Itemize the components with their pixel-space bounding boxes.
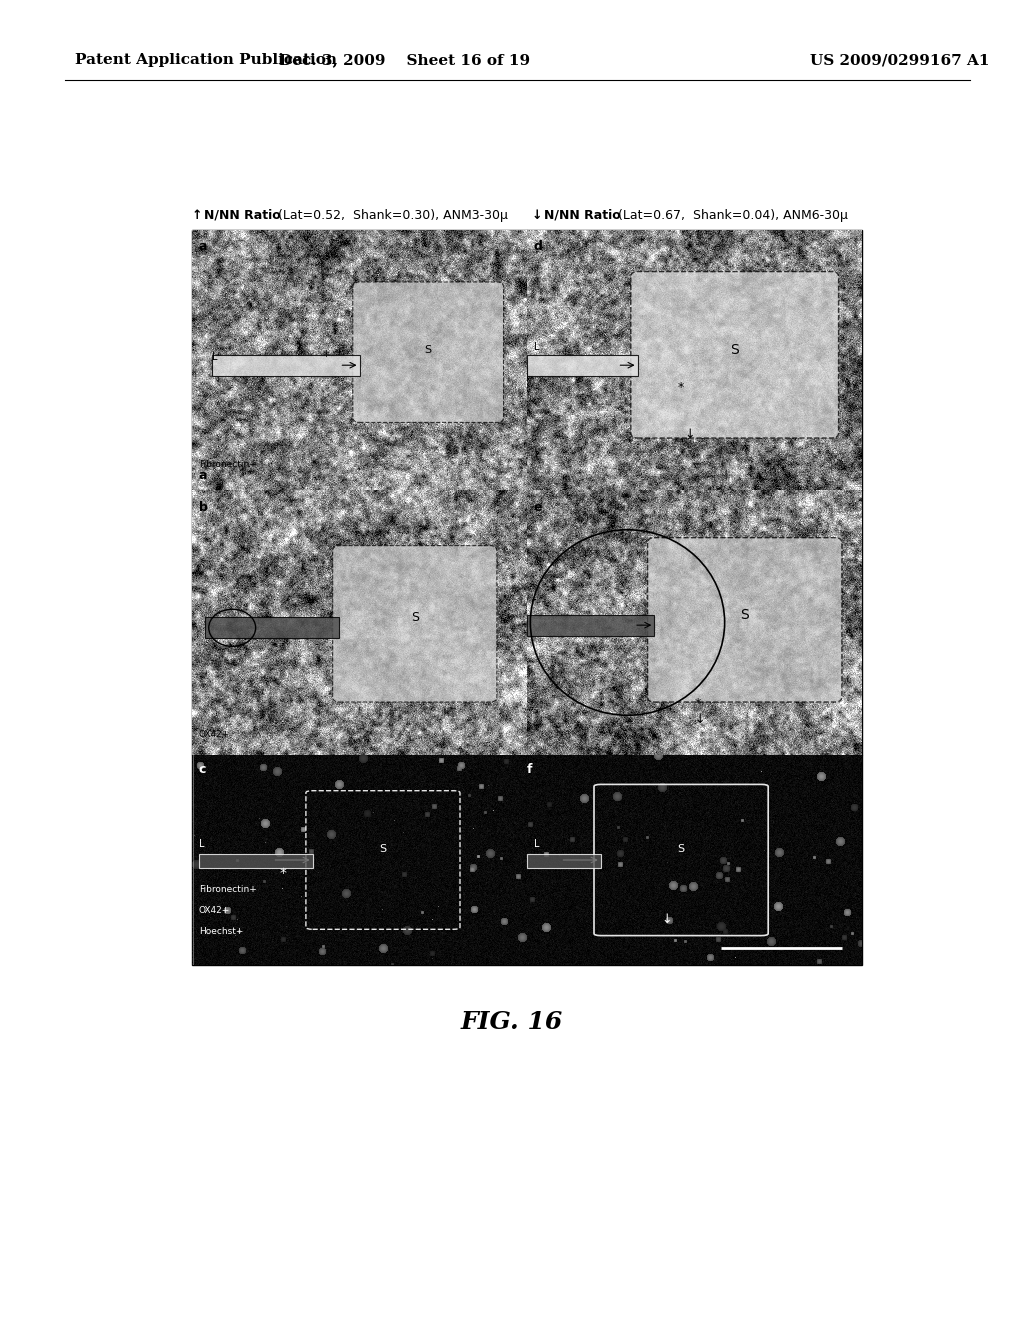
Text: f: f	[527, 763, 532, 776]
Text: *: *	[323, 348, 330, 363]
Text: US 2009/0299167 A1: US 2009/0299167 A1	[810, 53, 990, 67]
Text: (Lat=0.67,  Shank=0.04), ANM6-30μ: (Lat=0.67, Shank=0.04), ANM6-30μ	[614, 209, 848, 222]
Text: FIG. 16: FIG. 16	[461, 1010, 563, 1034]
Text: *: *	[280, 866, 286, 880]
Text: L: L	[199, 840, 204, 849]
FancyBboxPatch shape	[353, 282, 504, 422]
Text: Fibronectin+: Fibronectin+	[199, 886, 256, 894]
Text: *: *	[678, 381, 684, 395]
Bar	[199, 854, 312, 869]
Text: ↓: ↓	[532, 209, 547, 222]
Text: Fibronectin+: Fibronectin+	[199, 461, 256, 469]
Text: Hoechst+: Hoechst+	[199, 927, 243, 936]
Text: OX42+: OX42+	[199, 907, 230, 915]
Text: N/NN Ratio: N/NN Ratio	[544, 209, 621, 222]
Text: L: L	[534, 840, 540, 849]
Text: S: S	[425, 345, 432, 355]
Text: N/NN Ratio: N/NN Ratio	[204, 209, 281, 222]
Text: *: *	[694, 697, 700, 710]
Text: a: a	[199, 469, 207, 482]
Bar	[527, 854, 601, 869]
Text: L: L	[534, 342, 540, 351]
FancyBboxPatch shape	[631, 272, 839, 438]
Bar	[193, 230, 862, 965]
Bar	[527, 615, 654, 636]
FancyBboxPatch shape	[333, 545, 497, 702]
FancyBboxPatch shape	[647, 537, 842, 702]
Bar	[212, 355, 359, 376]
Text: e: e	[534, 500, 542, 513]
Text: Patent Application Publication: Patent Application Publication	[75, 53, 337, 67]
Bar	[527, 355, 638, 376]
Text: d: d	[534, 240, 543, 253]
Text: L: L	[212, 352, 217, 362]
Text: b: b	[199, 500, 208, 513]
Text: c: c	[199, 763, 206, 776]
Text: ↓: ↓	[684, 428, 695, 441]
Text: (Lat=0.52,  Shank=0.30), ANM3-30μ: (Lat=0.52, Shank=0.30), ANM3-30μ	[274, 209, 508, 222]
Text: ↓: ↓	[694, 713, 705, 726]
Text: S: S	[411, 611, 419, 624]
Text: S: S	[678, 845, 685, 854]
Text: Dec. 3, 2009    Sheet 16 of 19: Dec. 3, 2009 Sheet 16 of 19	[280, 53, 530, 67]
Bar	[206, 618, 339, 639]
Text: ↓: ↓	[662, 913, 672, 927]
Text: ↑: ↑	[193, 209, 207, 222]
Text: S: S	[740, 607, 750, 622]
Text: a: a	[199, 240, 207, 253]
Text: S: S	[379, 845, 386, 854]
Text: S: S	[730, 343, 739, 356]
Text: OX42+: OX42+	[199, 730, 230, 739]
